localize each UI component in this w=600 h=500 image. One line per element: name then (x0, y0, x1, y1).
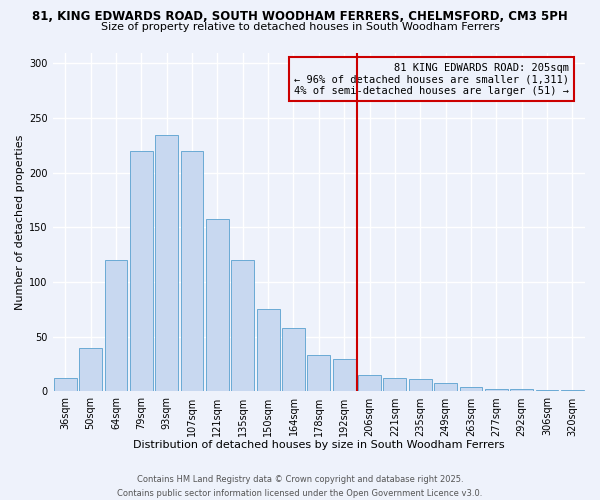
Bar (257, 310, 280, 392)
X-axis label: Distribution of detached houses by size in South Woodham Ferrers: Distribution of detached houses by size … (133, 440, 505, 450)
Bar (460, 387, 482, 392)
Bar (130, 151, 153, 392)
Bar (181, 151, 203, 392)
Bar (536, 390, 559, 392)
Text: 81 KING EDWARDS ROAD: 205sqm
← 96% of detached houses are smaller (1,311)
4% of : 81 KING EDWARDS ROAD: 205sqm ← 96% of de… (294, 62, 569, 96)
Bar (358, 375, 381, 392)
Bar (333, 358, 356, 392)
Bar (155, 134, 178, 392)
Text: 81, KING EDWARDS ROAD, SOUTH WOODHAM FERRERS, CHELMSFORD, CM3 5PH: 81, KING EDWARDS ROAD, SOUTH WOODHAM FER… (32, 10, 568, 23)
Text: Size of property relative to detached houses in South Woodham Ferrers: Size of property relative to detached ho… (101, 22, 499, 32)
Bar (206, 218, 229, 392)
Bar (434, 382, 457, 392)
Bar (307, 356, 330, 392)
Bar (104, 260, 127, 392)
Bar (383, 378, 406, 392)
Bar (79, 348, 102, 392)
Bar (485, 390, 508, 392)
Bar (232, 260, 254, 392)
Bar (510, 390, 533, 392)
Text: Contains HM Land Registry data © Crown copyright and database right 2025.
Contai: Contains HM Land Registry data © Crown c… (118, 476, 482, 498)
Bar (561, 390, 584, 392)
Bar (54, 378, 77, 392)
Bar (409, 380, 431, 392)
Y-axis label: Number of detached properties: Number of detached properties (15, 134, 25, 310)
Bar (282, 328, 305, 392)
